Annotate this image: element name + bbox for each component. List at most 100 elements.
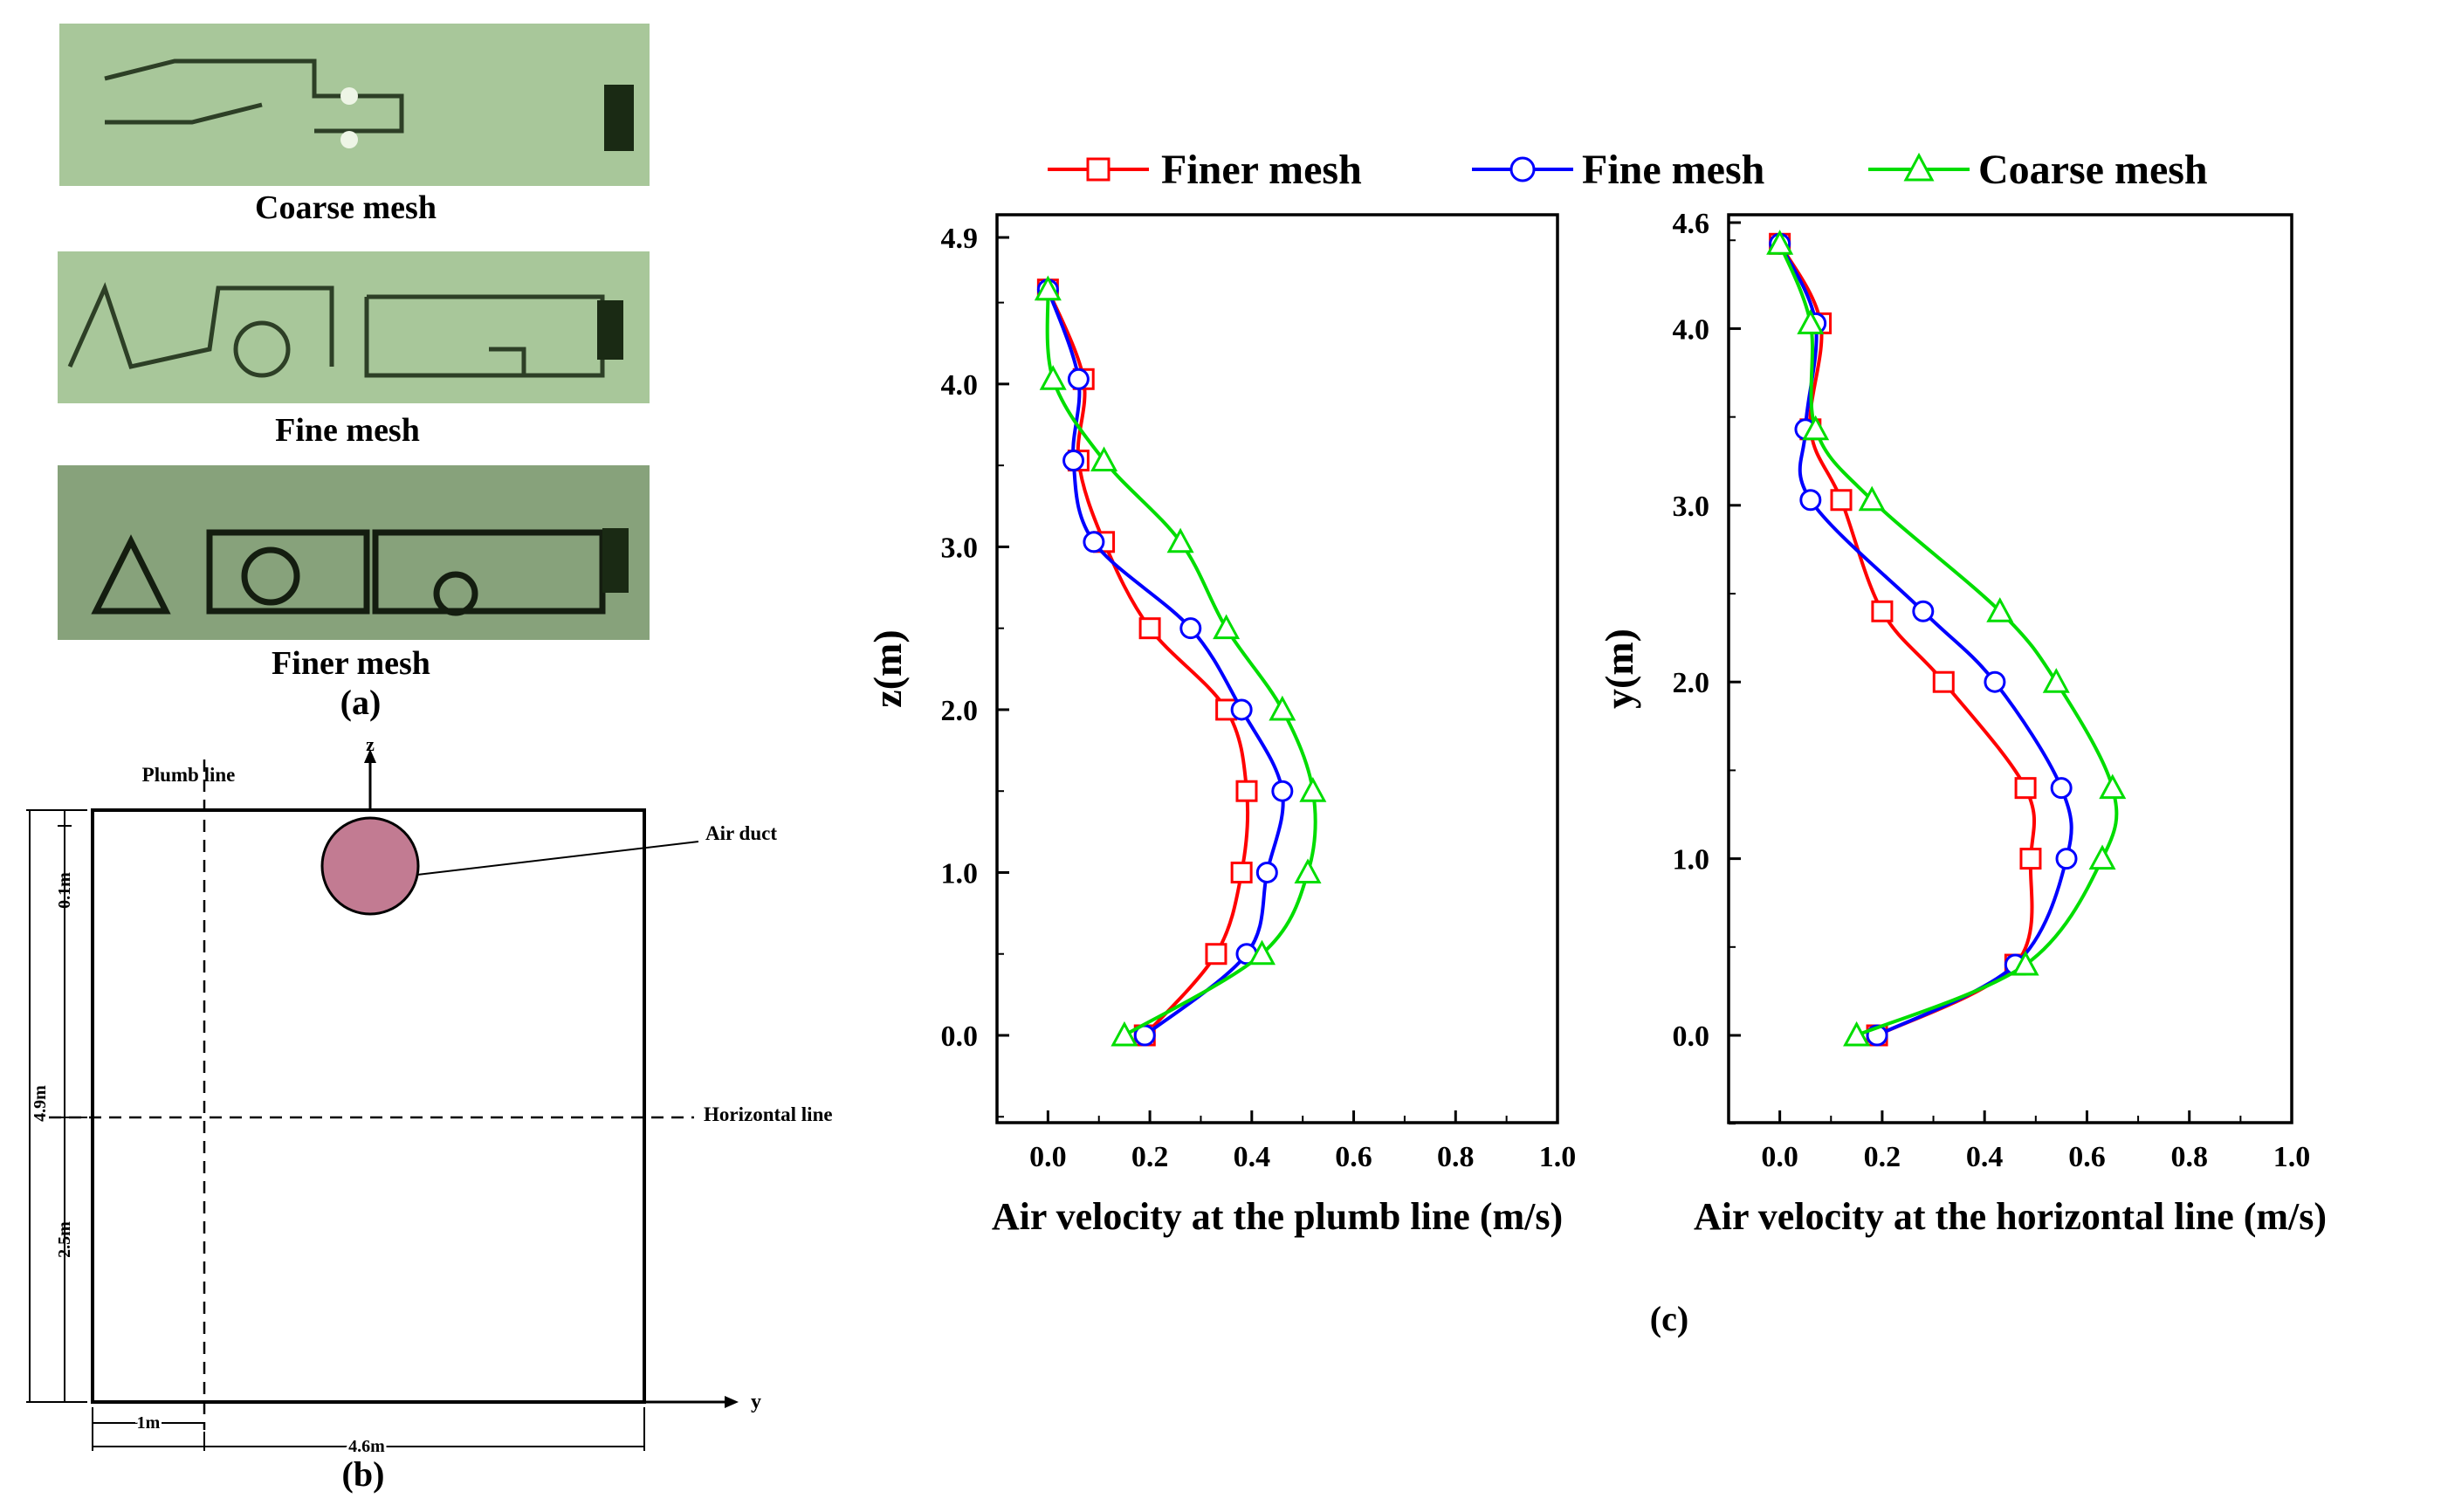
- y-tick-label: 2.0: [941, 695, 979, 727]
- y-tick-label: 3.0: [1673, 491, 1710, 523]
- chart-horizontal-line: 0.0 0.2 0.4 0.6 0.8 1.0 0.0 1.0 2.0 3.0 4.0 4.6 Air …: [1597, 208, 2327, 1238]
- series-line: [1045, 289, 1317, 1037]
- legend-label-fine: Fine mesh: [1582, 147, 1764, 193]
- legend: Finer mesh Fine mesh Coarse mesh: [1048, 147, 2208, 193]
- data-point: [1235, 780, 1258, 802]
- x-tick-label: 1.0: [2273, 1141, 2311, 1173]
- data-point: [1271, 780, 1294, 802]
- coarse-mesh-image: [59, 24, 650, 186]
- data-point: [1912, 600, 1935, 622]
- data-point: [1932, 670, 1955, 693]
- x-tick-label: 0.8: [1437, 1141, 1475, 1173]
- data-point: [1083, 531, 1105, 553]
- legend-item-finer: Finer mesh: [1048, 147, 1362, 193]
- data-point: [1111, 1021, 1138, 1047]
- air-duct: [320, 816, 420, 916]
- dim-lower-label: 2.5m: [55, 1221, 74, 1258]
- data-point: [1294, 858, 1322, 883]
- y-axis-label: y: [751, 1391, 761, 1413]
- data-point: [1871, 600, 1894, 622]
- x-tick-label: 0.2: [1131, 1141, 1169, 1173]
- data-point: [2050, 777, 2073, 800]
- fine-mesh-image: [58, 251, 650, 403]
- y-axis-arrow: [725, 1396, 739, 1408]
- x-tick-label: 0.0: [1761, 1141, 1798, 1173]
- series-line: [1778, 243, 2119, 1037]
- data-point: [1034, 275, 1062, 301]
- legend-label-finer: Finer mesh: [1161, 147, 1362, 193]
- x-tick-label: 1.0: [1539, 1141, 1577, 1173]
- mesh-label-coarse: Coarse mesh: [255, 189, 437, 226]
- data-point: [1230, 698, 1253, 721]
- z-axis-label: z: [366, 733, 375, 755]
- data-point: [1138, 617, 1161, 640]
- mesh-label-finer: Finer mesh: [272, 645, 430, 682]
- data-point: [2014, 777, 2037, 800]
- schematic-panel: Plumb line Horizontal line z y Air duct …: [26, 733, 833, 1494]
- data-point: [2055, 848, 2078, 870]
- series-line: [1046, 288, 1250, 1037]
- legend-label-coarse: Coarse mesh: [1978, 147, 2208, 193]
- finer-mesh-image: [58, 465, 650, 640]
- data-point: [2019, 848, 2042, 870]
- data-point: [1802, 415, 1830, 441]
- caption-b: (b): [342, 1454, 385, 1494]
- plot-frame: [995, 213, 1559, 1124]
- dim-width-label: 4.6m: [348, 1437, 385, 1456]
- data-point: [1984, 670, 2006, 693]
- data-point: [1797, 309, 1825, 334]
- dim-plumb-label: 1m: [137, 1413, 161, 1433]
- room-outline: [91, 808, 646, 1404]
- plumb-line-label: Plumb line: [142, 764, 236, 786]
- y-tick-label: 4.0: [941, 369, 979, 402]
- y-axis-title: y(m): [1597, 629, 1641, 709]
- plot-frame: [1727, 213, 2293, 1124]
- air-duct-label: Air duct: [705, 822, 777, 844]
- series-line: [1046, 289, 1285, 1037]
- x-tick-label: 0.6: [2068, 1141, 2106, 1173]
- caption-a: (a): [340, 683, 382, 722]
- data-point: [1166, 527, 1194, 553]
- series-line: [1778, 243, 2036, 1037]
- dim-height-label: 4.9m: [31, 1085, 50, 1122]
- data-point: [2011, 950, 2039, 976]
- data-point: [1213, 614, 1241, 640]
- data-point: [1299, 777, 1327, 802]
- air-duct-leader: [416, 841, 699, 876]
- x-tick-label: 0.6: [1335, 1141, 1372, 1173]
- data-point: [1205, 943, 1227, 966]
- data-point: [1255, 861, 1278, 883]
- data-point: [1179, 617, 1202, 640]
- x-axis-title: Air velocity at the plumb line (m/s): [992, 1195, 1563, 1238]
- data-point: [1830, 489, 1853, 512]
- data-point: [2088, 844, 2116, 870]
- chart-plumb-line: 0.0 0.2 0.4 0.6 0.8 1.0 0.0 1.0 2.0 3.0 4.0 4.9 Air …: [865, 213, 1577, 1238]
- x-tick-label: 0.8: [2170, 1141, 2208, 1173]
- data-point: [1039, 365, 1067, 390]
- y-tick-label: 0.0: [1673, 1021, 1710, 1053]
- caption-c: (c): [1650, 1299, 1688, 1338]
- data-point: [1799, 489, 1822, 512]
- y-tick-label: 4.9: [941, 223, 979, 255]
- mesh-panel: Coarse mesh Fine mesh Finer mesh (a): [58, 24, 650, 722]
- legend-item-fine: Fine mesh: [1472, 147, 1764, 193]
- horizontal-line-label: Horizontal line: [704, 1103, 833, 1125]
- x-tick-label: 0.4: [1234, 1141, 1271, 1173]
- y-tick-label: 2.0: [1673, 667, 1710, 699]
- data-point: [1067, 368, 1090, 390]
- legend-item-coarse: Coarse mesh: [1868, 147, 2208, 193]
- x-axis-title: Air velocity at the horizontal line (m/s…: [1694, 1195, 2327, 1238]
- data-point: [1269, 695, 1296, 721]
- data-point: [1843, 1021, 1871, 1047]
- y-tick-label: 1.0: [1673, 844, 1710, 876]
- x-tick-label: 0.2: [1864, 1141, 1901, 1173]
- data-point: [2042, 668, 2070, 693]
- y-tick-label: 1.0: [941, 857, 979, 890]
- data-point: [1766, 230, 1794, 255]
- mesh-label-fine: Fine mesh: [275, 412, 420, 449]
- data-point: [1090, 446, 1118, 472]
- z-axis-arrow: [364, 749, 376, 763]
- data-point: [1858, 485, 1886, 512]
- data-point: [1248, 939, 1276, 966]
